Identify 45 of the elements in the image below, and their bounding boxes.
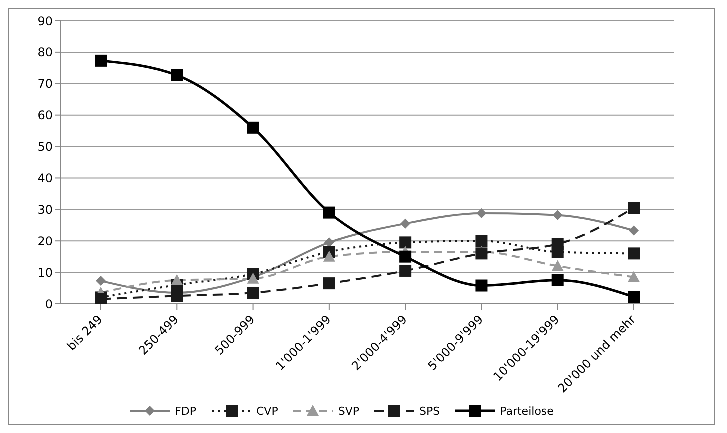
y-tick-label: 0	[45, 297, 53, 312]
point	[400, 264, 412, 277]
y-tick-label: 40	[38, 171, 53, 186]
point	[476, 248, 488, 260]
point	[476, 208, 487, 218]
point	[323, 250, 336, 262]
point	[323, 206, 336, 219]
y-tick-label: 50	[38, 140, 53, 154]
y-tick-label: 80	[38, 46, 53, 60]
point	[171, 69, 184, 82]
point	[476, 280, 488, 292]
point	[400, 236, 412, 249]
point	[628, 202, 640, 214]
point	[552, 260, 564, 272]
point	[95, 54, 107, 67]
y-tick-label: 10	[38, 266, 53, 280]
point	[552, 238, 564, 250]
point	[628, 248, 640, 260]
point	[95, 293, 107, 304]
point	[247, 122, 260, 134]
point	[171, 274, 184, 286]
x-tick-label: bis 249	[64, 312, 106, 354]
legend-label: Parteilose	[500, 404, 554, 418]
legend-label: CVP	[256, 404, 278, 418]
point	[628, 271, 640, 282]
legend-label: FDP	[175, 404, 196, 418]
point	[476, 235, 488, 248]
point	[629, 226, 639, 236]
y-tick-label: 20	[38, 234, 53, 248]
y-tick-label: 70	[38, 77, 53, 92]
point	[400, 218, 411, 229]
point	[96, 276, 106, 286]
y-tick-label: 90	[38, 14, 53, 28]
point	[628, 291, 640, 304]
point	[324, 238, 334, 248]
point	[247, 286, 260, 299]
legend-label: SVP	[338, 404, 360, 418]
point	[552, 210, 563, 220]
point	[552, 274, 564, 286]
y-tick-label: 30	[38, 202, 53, 217]
point	[171, 290, 184, 302]
point	[323, 278, 336, 290]
y-tick-label: 60	[38, 108, 53, 123]
legend-label: SPS	[419, 404, 440, 418]
point	[400, 250, 412, 263]
